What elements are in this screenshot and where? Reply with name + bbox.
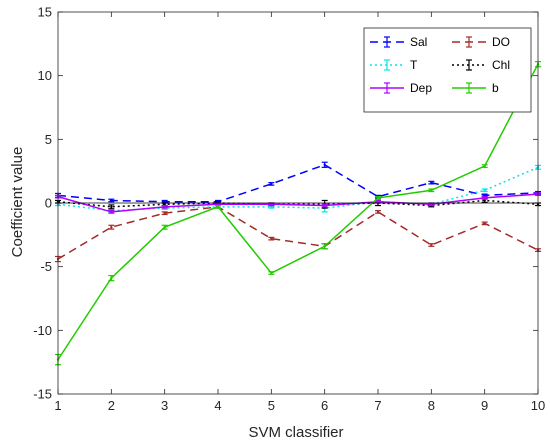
y-tick-label: -15 — [33, 387, 52, 402]
series-layer — [55, 61, 541, 366]
series-line-Sal — [57, 163, 539, 203]
x-tick-label: 9 — [481, 398, 488, 413]
tick-labels: 1 2 3 4 5 6 7 8 9 10 -15 -10 -5 0 5 10 15 — [33, 5, 545, 414]
legend-label: Sal — [410, 35, 427, 49]
x-tick-label: 4 — [214, 398, 221, 413]
data-point — [430, 189, 433, 192]
legend-item-b: b — [452, 81, 499, 95]
data-point — [483, 189, 486, 192]
legend-label: T — [410, 58, 418, 72]
y-tick-label: 15 — [38, 5, 52, 20]
data-point — [163, 205, 166, 209]
data-point — [270, 203, 273, 206]
y-tick-label: 0 — [45, 196, 52, 211]
legend-item-Sal: Sal — [370, 35, 427, 49]
y-axis-label: Coefficient value — [9, 147, 26, 258]
y-tick-label: 10 — [38, 68, 52, 83]
data-point — [376, 210, 380, 214]
data-point — [483, 194, 486, 197]
data-point — [323, 245, 326, 248]
data-point — [483, 222, 486, 225]
data-point — [110, 210, 113, 214]
x-tick-label: 10 — [531, 398, 545, 413]
data-point — [110, 276, 113, 280]
series-line-Dep — [57, 193, 539, 213]
series-line-DO — [57, 206, 539, 260]
x-tick-label: 1 — [54, 398, 61, 413]
data-point — [376, 200, 380, 203]
legend-box — [363, 27, 532, 113]
x-tick-label: 8 — [428, 398, 435, 413]
legend-label: b — [492, 81, 499, 95]
x-tick-label: 3 — [161, 398, 168, 413]
legend-label: DO — [492, 35, 510, 49]
legend-label: Dep — [410, 81, 432, 95]
data-point — [163, 225, 166, 229]
axes — [57, 11, 539, 395]
data-point — [163, 200, 166, 203]
data-point — [110, 205, 113, 209]
data-point — [216, 203, 220, 206]
legend-item-T: T — [370, 58, 418, 72]
y-tick-label: -5 — [40, 259, 52, 274]
x-tick-label: 2 — [108, 398, 115, 413]
data-point — [323, 163, 326, 166]
legend-item-DO: DO — [452, 35, 510, 49]
data-point — [270, 182, 273, 186]
data-point — [270, 237, 273, 240]
data-point — [323, 204, 326, 207]
data-point — [270, 271, 273, 275]
x-tick-label: 5 — [268, 398, 275, 413]
legend-item-Chl: Chl — [452, 58, 510, 72]
x-tick-label: 7 — [374, 398, 381, 413]
data-point — [430, 203, 433, 206]
data-point — [163, 211, 166, 215]
legend-item-Dep: Dep — [370, 81, 432, 95]
x-tick-label: 6 — [321, 398, 328, 413]
legend-label: Chl — [492, 58, 510, 72]
data-point — [483, 199, 486, 202]
legend: Sal DO T Chl Dep b — [363, 27, 532, 113]
x-axis-label: SVM classifier — [248, 424, 343, 441]
data-point — [483, 164, 486, 168]
data-point — [430, 243, 433, 247]
series-line-b — [57, 63, 539, 361]
data-point — [110, 199, 113, 202]
data-point — [163, 203, 166, 206]
data-point — [110, 225, 113, 229]
data-point — [376, 196, 380, 200]
y-tick-label: 5 — [45, 132, 52, 147]
series-b — [55, 61, 541, 366]
data-point — [270, 205, 273, 209]
data-point — [483, 196, 486, 200]
data-point — [430, 181, 433, 184]
y-tick-label: -10 — [33, 323, 52, 338]
data-point — [216, 205, 220, 209]
